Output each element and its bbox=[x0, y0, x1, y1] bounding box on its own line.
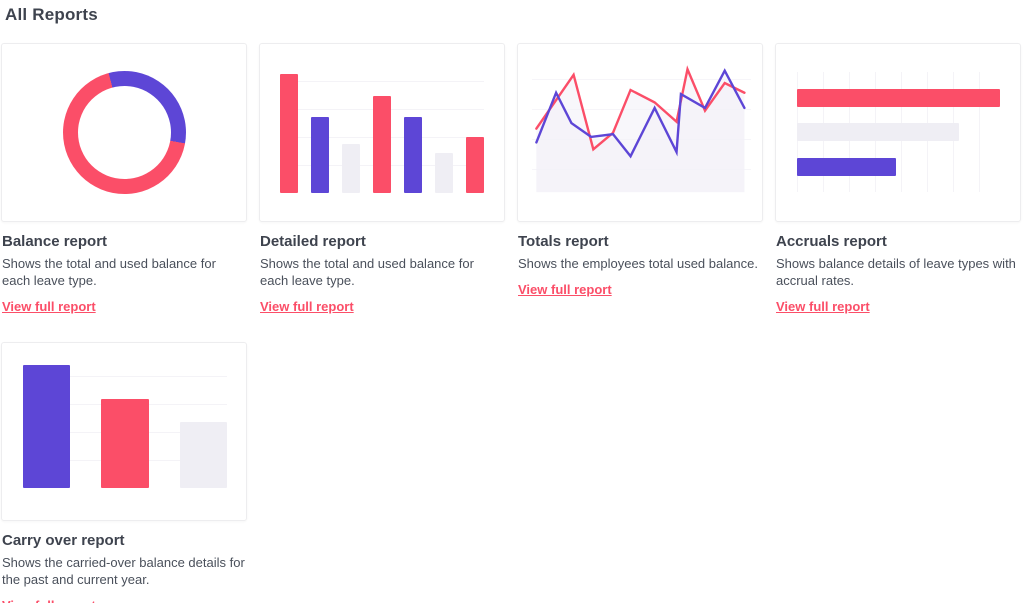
report-description: Shows the total and used balance for eac… bbox=[2, 256, 216, 288]
donut-ring bbox=[62, 71, 186, 194]
report-title: Detailed report bbox=[260, 233, 366, 250]
carry-over-report-thumbnail[interactable] bbox=[1, 342, 247, 521]
view-full-report-link[interactable]: View full report bbox=[2, 598, 96, 603]
bar-segment bbox=[179, 421, 227, 488]
horizontal-bar-chart bbox=[797, 72, 1000, 192]
report-title: Carry over report bbox=[2, 532, 125, 549]
wide-bar-chart bbox=[23, 365, 227, 488]
view-full-report-link[interactable]: View full report bbox=[518, 282, 612, 297]
line-chart-svg bbox=[532, 61, 751, 193]
report-description: Shows the employees total used balance. bbox=[518, 256, 758, 271]
bar-segment bbox=[101, 399, 149, 488]
view-full-report-link[interactable]: View full report bbox=[260, 299, 354, 314]
page-title: All Reports bbox=[5, 5, 98, 24]
accruals-report-thumbnail[interactable] bbox=[775, 43, 1021, 222]
report-description: Shows the carried-over balance details f… bbox=[2, 555, 245, 587]
report-card-balance: Balance report Shows the total and used … bbox=[1, 43, 247, 316]
report-card-accruals: Accruals report Shows balance details of… bbox=[775, 43, 1021, 316]
hbar-segment bbox=[797, 88, 1000, 107]
balance-report-thumbnail[interactable] bbox=[1, 43, 247, 222]
report-title: Accruals report bbox=[776, 233, 887, 250]
report-card-carry-over: Carry over report Shows the carried-over… bbox=[1, 342, 247, 603]
bar-chart bbox=[280, 73, 484, 193]
report-description: Shows balance details of leave types wit… bbox=[776, 256, 1016, 288]
bar-segment bbox=[23, 365, 71, 488]
line-series-red bbox=[536, 69, 744, 149]
line-chart bbox=[532, 61, 751, 199]
line-series-purple bbox=[536, 71, 744, 157]
hbar-segment bbox=[797, 157, 897, 176]
report-card-detailed: Detailed report Shows the total and used… bbox=[259, 43, 505, 316]
hbar-segment bbox=[797, 123, 960, 141]
view-full-report-link[interactable]: View full report bbox=[776, 299, 870, 314]
bar-segment bbox=[342, 143, 360, 193]
bar-segment bbox=[404, 117, 422, 193]
totals-report-thumbnail[interactable] bbox=[517, 43, 763, 222]
donut-chart bbox=[2, 44, 246, 221]
bar-segment bbox=[311, 117, 329, 193]
detailed-report-thumbnail[interactable] bbox=[259, 43, 505, 222]
report-title: Totals report bbox=[518, 233, 609, 250]
report-title: Balance report bbox=[2, 233, 108, 250]
report-description: Shows the total and used balance for eac… bbox=[260, 256, 474, 288]
bar-segment bbox=[280, 74, 298, 193]
report-card-totals: Totals report Shows the employees total … bbox=[517, 43, 763, 316]
bar-segment bbox=[435, 153, 453, 193]
view-full-report-link[interactable]: View full report bbox=[2, 299, 96, 314]
reports-grid: Balance report Shows the total and used … bbox=[1, 43, 1024, 603]
bar-segment bbox=[373, 95, 391, 193]
bar-segment bbox=[466, 136, 484, 193]
